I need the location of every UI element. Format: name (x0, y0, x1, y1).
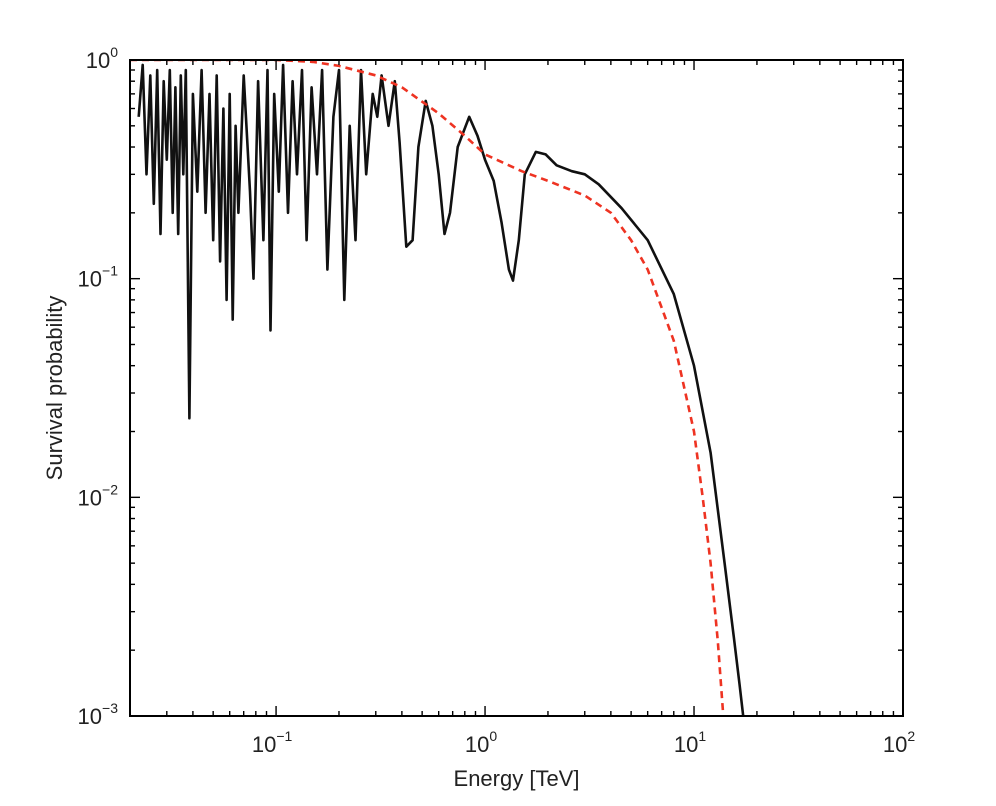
x-tick-label: 100 (465, 728, 497, 757)
x-tick-label: 10−1 (252, 728, 293, 757)
y-tick-label: 10−1 (78, 263, 119, 292)
x-tick-label: 102 (883, 728, 915, 757)
y-axis-title: Survival probability (42, 296, 67, 481)
y-tick-label: 100 (86, 44, 118, 73)
x-tick-label: 101 (674, 728, 706, 757)
series-line-averaged (130, 59, 725, 716)
plot-frame (129, 59, 904, 717)
tick-labels: 10−1 100 101 102 10−3 10−2 10−1 100 (78, 44, 916, 757)
series-layer (130, 59, 745, 716)
y-tick-label: 10−3 (78, 700, 119, 729)
x-axis-title: Energy [TeV] (454, 766, 580, 791)
ticks-layer (129, 59, 904, 717)
series-line-oscillating (137, 63, 745, 716)
y-tick-label: 10−2 (78, 481, 119, 510)
